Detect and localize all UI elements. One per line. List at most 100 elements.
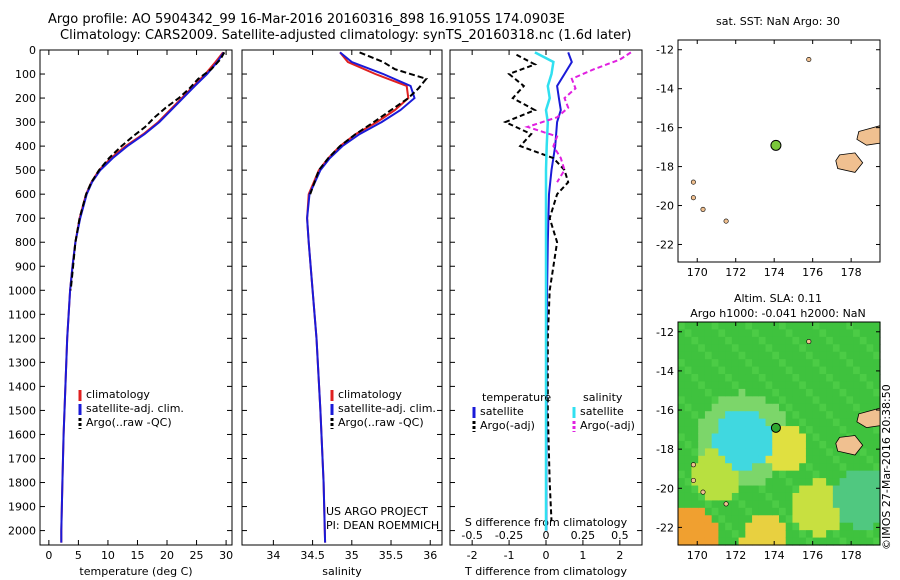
sla-map-cell	[846, 329, 854, 338]
sla-map-cell	[725, 463, 733, 472]
temperature-profile-xtick-label: 20	[160, 549, 174, 562]
sla-map-cell	[711, 433, 719, 442]
sla-map-cell	[678, 522, 686, 531]
sla-map-cell	[725, 351, 733, 360]
sla-map-cell	[785, 351, 794, 360]
sla-map-cell	[691, 522, 699, 531]
sla-map-cell	[839, 470, 847, 479]
sla-map-cell	[799, 366, 807, 375]
sla-map-cell	[792, 336, 800, 345]
sla-map-island	[723, 501, 729, 507]
sla-map-cell	[785, 388, 794, 397]
sla-map-cell	[792, 426, 800, 435]
depth-tick-label: 2000	[8, 525, 36, 538]
sla-map-cell	[805, 522, 814, 531]
sla-map-cell	[711, 455, 719, 464]
sla-map-cell	[792, 396, 800, 405]
sla-map-cell	[698, 463, 706, 472]
sla-map-cell	[752, 366, 760, 375]
sst-map-frame	[677, 39, 881, 263]
sla-map-cell	[684, 485, 693, 494]
sla-map-cell	[691, 455, 699, 464]
sla-map-cell	[812, 478, 820, 487]
salinity-profile-legend-label: climatology	[338, 388, 402, 401]
sla-map-cell	[812, 411, 820, 420]
sla-map-cell	[704, 366, 713, 375]
sla-map-cell	[745, 500, 753, 509]
sla-map-cell	[866, 433, 874, 442]
sla-map-cell	[772, 515, 780, 524]
sla-map-cell	[772, 522, 780, 531]
sla-map-cell	[846, 492, 854, 501]
sla-map-cell	[772, 396, 780, 405]
sla-map-cell	[819, 448, 827, 457]
sla-map-cell	[725, 374, 733, 383]
temperature-profile-xtick-label: 15	[130, 549, 144, 562]
sla-map-cell	[792, 433, 800, 442]
sla-map-cell	[873, 374, 881, 383]
sla-map-cell	[731, 418, 740, 427]
sla-map-cell	[799, 470, 807, 479]
sla-map-cell	[846, 455, 854, 464]
sla-map-cell	[819, 388, 827, 397]
sla-map-cell	[698, 507, 706, 516]
sla-map-cell	[866, 344, 874, 353]
sla-map-cell	[711, 515, 719, 524]
sla-map-cell	[745, 366, 753, 375]
sla-map-cell	[859, 336, 868, 345]
sla-map-cell	[792, 344, 800, 353]
sla-map-cell	[792, 507, 800, 516]
sla-map-cell	[684, 463, 693, 472]
sla-map-cell	[873, 322, 881, 331]
sla-map-xtick-label: 178	[841, 549, 862, 562]
sla-map-cell	[826, 336, 834, 345]
sla-map-cell	[718, 537, 726, 546]
sla-map-cell	[698, 440, 706, 449]
salinity-profile-xtick-label: 35	[345, 549, 359, 562]
sla-map-cell	[812, 440, 820, 449]
depth-tick-label: 1200	[8, 332, 36, 345]
sla-map-cell	[725, 478, 733, 487]
sla-map-cell	[832, 485, 841, 494]
sla-map-cell	[738, 418, 746, 427]
sla-map-cell	[704, 374, 713, 383]
sla-map-cell	[819, 329, 827, 338]
sla-map-cell	[765, 485, 773, 494]
sla-map-cell	[731, 411, 740, 420]
sla-map-cell	[731, 470, 740, 479]
sla-map-cell	[832, 366, 841, 375]
sla-map-cell	[859, 359, 868, 368]
sla-map-cell	[704, 478, 713, 487]
sla-map-cell	[725, 411, 733, 420]
sla-map-cell	[792, 366, 800, 375]
sla-map-cell	[691, 537, 699, 546]
sla-map-cell	[752, 351, 760, 360]
sla-map-cell	[819, 492, 827, 501]
temperature-profile-series-argo-raw-qc-	[69, 51, 226, 291]
sla-map-cell	[738, 455, 746, 464]
sla-map-cell	[745, 507, 753, 516]
sla-map-cell	[853, 351, 861, 360]
sla-map-cell	[819, 344, 827, 353]
difference-profile-xtick-label: -1	[504, 549, 515, 562]
sla-map-cell	[684, 351, 693, 360]
sla-map-cell	[832, 515, 841, 524]
sla-map-cell	[799, 507, 807, 516]
sla-map-cell	[684, 366, 693, 375]
sla-map-cell	[765, 388, 773, 397]
depth-tick-label: 1500	[8, 404, 36, 417]
sla-map-cell	[799, 500, 807, 509]
sla-map-cell	[819, 359, 827, 368]
sla-map-cell	[765, 507, 773, 516]
sla-map-cell	[752, 530, 760, 539]
sla-map-cell	[738, 374, 746, 383]
sla-map-cell	[785, 530, 794, 539]
sla-map-cell	[718, 507, 726, 516]
sla-map-cell	[866, 426, 874, 435]
sla-map-cell	[819, 351, 827, 360]
sla-map-cell	[718, 515, 726, 524]
sla-map-cell	[799, 418, 807, 427]
sla-map-cell	[826, 448, 834, 457]
difference-profile-series-t-satellite	[545, 52, 573, 531]
sla-map-cell	[758, 426, 767, 435]
